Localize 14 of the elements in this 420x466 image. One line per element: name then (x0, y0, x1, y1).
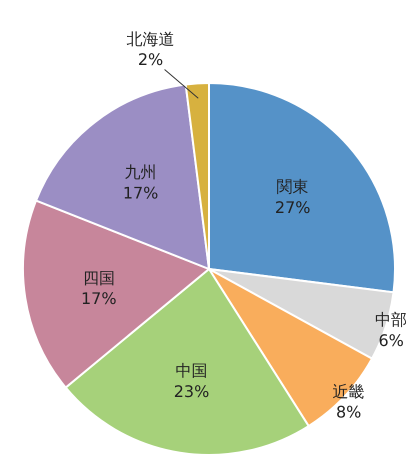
data-label: 23% (174, 382, 210, 401)
slice-label: 中国 (176, 361, 208, 380)
data-label: 8% (336, 402, 362, 422)
slice-label: 四国 (82, 268, 115, 288)
slice-label: 北海道 (126, 29, 175, 48)
slice-label: 中部 (375, 310, 408, 329)
slice-label: 九州 (124, 162, 157, 182)
slice-label: 近畿 (332, 382, 365, 401)
data-label: 6% (378, 330, 404, 350)
data-label: 27% (274, 198, 310, 217)
data-label: 17% (122, 183, 158, 202)
data-label: 17% (80, 289, 117, 308)
slice-label: 関東 (276, 177, 309, 196)
data-label: 2% (138, 50, 164, 70)
